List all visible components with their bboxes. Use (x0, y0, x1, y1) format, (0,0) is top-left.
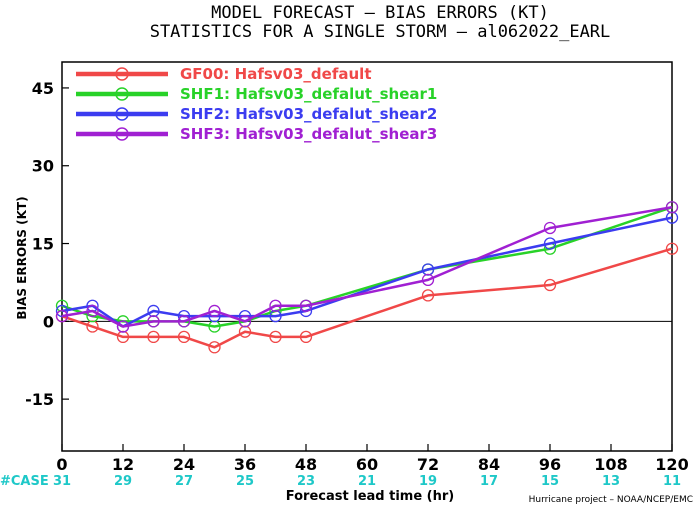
y-tick-label: 45 (32, 79, 54, 98)
series-point (543, 278, 557, 292)
series-point (665, 242, 679, 255)
series-point (177, 330, 191, 344)
x-tick-label: 108 (594, 455, 627, 474)
case-count: 21 (358, 474, 376, 489)
case-count: 13 (602, 474, 620, 489)
case-count: 15 (541, 474, 559, 489)
y-axis: 45 30 15 0 -15 (25, 79, 69, 409)
legend-marker (115, 67, 129, 81)
case-count: 27 (175, 474, 193, 489)
series-group (55, 201, 679, 354)
series-point (299, 330, 313, 344)
series-point (147, 330, 160, 344)
series-point (208, 304, 221, 318)
y-tick-label: 15 (32, 235, 54, 254)
series-point (86, 304, 99, 318)
legend-label: SHF3: Hafsv03_defalut_shear3 (180, 125, 437, 143)
case-count: 17 (480, 474, 498, 489)
x-tick-label: 96 (539, 455, 561, 474)
series-point (421, 273, 435, 286)
legend-marker (115, 127, 129, 141)
legend-label: SHF2: Hafsv03_defalut_shear2 (180, 105, 437, 123)
legend-marker (115, 107, 129, 121)
x-tick-label: 72 (417, 455, 439, 474)
x-tick-label: 36 (234, 455, 256, 474)
legend-label: GF00: Hafsv03_default (180, 65, 371, 83)
series-point (55, 309, 69, 323)
legend-label: SHF1: Hafsv03_defalut_shear1 (180, 85, 437, 103)
y-tick-label: -15 (25, 390, 54, 409)
case-count: 23 (297, 474, 315, 489)
series-point (238, 315, 252, 328)
series-point (421, 289, 435, 302)
case-counts: 31 29 27 25 23 21 19 17 15 13 11 (53, 474, 681, 489)
x-tick-label: 0 (56, 455, 67, 474)
series-point (269, 299, 282, 312)
case-label: #CASE (0, 474, 49, 489)
legend-marker (115, 87, 129, 101)
series-point (269, 330, 282, 344)
case-count: 19 (419, 474, 437, 489)
series-point (299, 299, 313, 312)
x-axis: 0 12 24 36 48 60 72 84 96 108 120 (56, 444, 689, 474)
x-tick-label: 24 (173, 455, 195, 474)
y-tick-label: 30 (32, 157, 54, 176)
series-point (665, 201, 679, 214)
x-axis-label: Forecast lead time (hr) (286, 489, 454, 504)
x-tick-label: 60 (356, 455, 378, 474)
x-tick-label: 84 (478, 455, 500, 474)
series-point (147, 315, 160, 328)
series-point (177, 315, 191, 328)
series-point (55, 304, 69, 318)
series-point (543, 237, 557, 250)
legend: GF00: Hafsv03_default SHF1: Hafsv03_defal… (76, 65, 437, 143)
series-point (208, 341, 221, 354)
case-count: 31 (53, 474, 71, 489)
x-tick-label: 120 (655, 455, 688, 474)
credit-text: Hurricane project – NOAA/NCEP/EMC (529, 495, 693, 505)
plot-area (61, 61, 673, 452)
y-axis-label: BIAS ERRORS (KT) (15, 196, 29, 319)
y-tick-label: 0 (43, 312, 54, 331)
case-count: 11 (663, 474, 681, 489)
series-point (543, 221, 557, 235)
x-tick-label: 12 (112, 455, 134, 474)
case-count: 29 (114, 474, 132, 489)
case-count: 25 (236, 474, 254, 489)
chart-subtitle: STATISTICS FOR A SINGLE STORM – al062022… (150, 22, 611, 42)
series-point (116, 320, 130, 333)
x-tick-label: 48 (295, 455, 317, 474)
chart-title: MODEL FORECAST – BIAS ERRORS (KT) (211, 3, 549, 23)
